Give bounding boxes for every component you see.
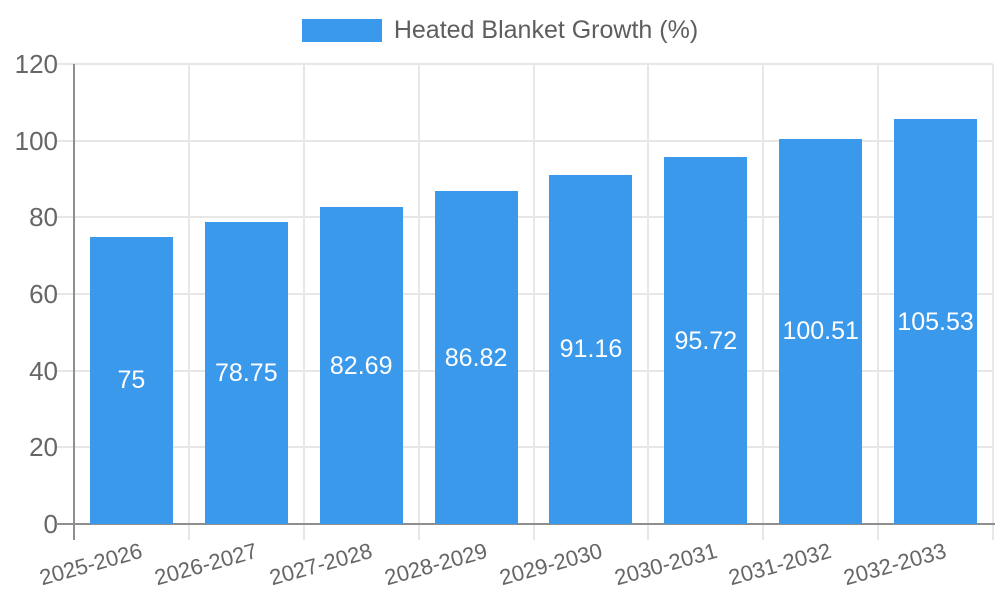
bar-value-label: 82.69: [329, 351, 393, 380]
y-gridline: [57, 63, 993, 65]
y-axis-tick-label: 80: [29, 202, 58, 233]
bar-value-label: 105.53: [897, 307, 974, 336]
bar-value-label: 86.82: [444, 343, 508, 372]
bar-2029-2030[interactable]: [549, 174, 633, 524]
x-gridline: [647, 64, 650, 540]
x-axis-tick-label: 2029-2030: [496, 538, 605, 591]
y-gridline: [57, 446, 993, 449]
bar-2031-2032[interactable]: [779, 138, 863, 524]
x-axis-tick-label: 2027-2028: [266, 538, 375, 591]
x-axis-tick-label: 2030-2031: [611, 538, 720, 591]
bar-value-label: 100.51: [782, 317, 859, 346]
bar-2025-2026[interactable]: [89, 236, 173, 524]
y-axis-tick-label: 60: [29, 279, 58, 309]
x-axis-tick-label: 2031-2032: [726, 538, 835, 591]
x-axis-tick-label: 2025-2026: [37, 538, 146, 591]
y-axis-tick-label: 0: [43, 509, 58, 539]
y-axis-tick-label: 120: [14, 49, 58, 79]
x-gridline: [532, 64, 535, 540]
bar-value-label: 78.75: [215, 359, 278, 388]
y-axis-tick-label: 40: [29, 355, 58, 386]
legend[interactable]: Heated Blanket Growth (%): [0, 16, 1000, 45]
y-axis-tick-label: 20: [29, 432, 58, 463]
legend-label: Heated Blanket Growth (%): [393, 16, 699, 44]
bar-2030-2031[interactable]: [664, 157, 748, 524]
y-axis-tick-label: 100: [14, 125, 58, 156]
x-axis-tick-label: 2028-2029: [381, 538, 490, 591]
y-gridline: [57, 369, 993, 372]
bar-2027-2028[interactable]: [319, 207, 403, 524]
bar-value-label: 95.72: [674, 326, 738, 355]
bar-2028-2029[interactable]: [434, 191, 518, 524]
x-gridline: [992, 64, 994, 540]
y-gridline: [57, 139, 993, 142]
x-gridline: [417, 64, 420, 540]
bar-2032-2033[interactable]: [894, 119, 978, 524]
bar-value-label: 75: [117, 366, 146, 395]
y-gridline: [57, 293, 993, 295]
y-gridline: [57, 216, 993, 219]
bar-value-label: 91.16: [559, 335, 623, 364]
x-axis-tick-label: 2026-2027: [151, 538, 260, 591]
legend-swatch: [301, 19, 382, 42]
y-axis-line: [73, 64, 75, 540]
x-gridline: [187, 64, 190, 540]
bar-2026-2027[interactable]: [204, 222, 288, 524]
x-axis-tick-label: 2032-2033: [841, 538, 950, 591]
x-gridline: [762, 64, 765, 540]
x-gridline: [877, 64, 880, 540]
x-axis-line: [56, 523, 995, 525]
x-gridline: [302, 64, 305, 540]
